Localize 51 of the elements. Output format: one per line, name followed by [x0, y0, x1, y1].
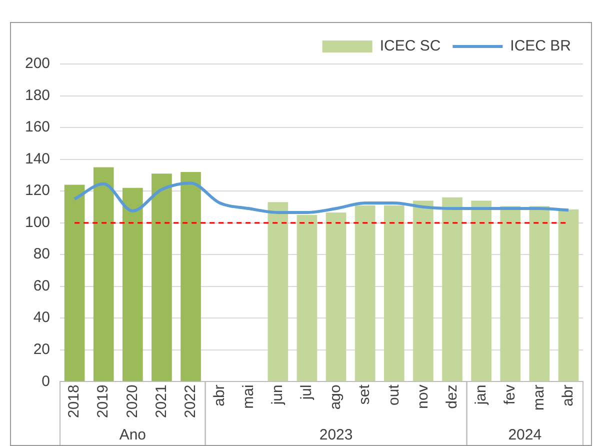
x-tick-label: 2019 — [94, 384, 112, 418]
y-tick-label: 80 — [33, 246, 50, 263]
bar — [442, 197, 462, 382]
bar — [558, 209, 579, 382]
x-tick-label: mar — [530, 384, 548, 410]
bar — [384, 205, 404, 382]
x-tick-label: 2020 — [124, 384, 141, 418]
bar — [296, 214, 318, 382]
text: Ano — [119, 426, 146, 444]
x-tick-label: fev — [502, 384, 519, 405]
bar — [93, 167, 114, 382]
x-tick-label: dez — [443, 384, 460, 409]
x-tick-label: 2021 — [152, 384, 170, 418]
legend-label: ICEC BR — [510, 38, 572, 55]
x-tick-label: 2022 — [182, 384, 199, 418]
x-tick-label: mai — [240, 384, 258, 409]
y-tick-label: 160 — [24, 118, 50, 136]
legend-label: ICEC SC — [380, 38, 441, 55]
bar — [64, 184, 85, 382]
x-tick-label: abr — [210, 384, 228, 406]
y-tick-label: 120 — [24, 182, 50, 200]
y-tick-label: 20 — [33, 341, 50, 358]
bar — [152, 174, 172, 382]
bar — [413, 200, 434, 382]
x-tick-label: jun — [269, 384, 286, 406]
line-series — [73, 182, 570, 214]
y-tick-label: 200 — [24, 55, 50, 72]
bar — [268, 202, 288, 382]
y-tick-label: 180 — [24, 86, 50, 104]
x-tick-label: jul — [298, 384, 316, 401]
x-tick-label: ago — [327, 384, 344, 410]
y-tick-label: 140 — [24, 150, 50, 168]
bar — [122, 188, 143, 382]
y-tick-label: 100 — [24, 214, 50, 231]
x-tick-label: out — [385, 384, 402, 406]
bar — [529, 206, 550, 382]
y-tick-label: 0 — [42, 372, 50, 390]
bar — [326, 212, 346, 382]
bar — [354, 205, 376, 382]
x-tick-label: jan — [472, 384, 490, 406]
x-tick-label: set — [356, 384, 374, 405]
y-tick-label: 60 — [33, 277, 50, 294]
bar — [471, 200, 492, 382]
y-tick-label: 40 — [33, 309, 50, 326]
x-tick-label: 2018 — [66, 384, 83, 418]
text: 2023 — [319, 426, 353, 444]
x-tick-label: abr — [560, 384, 577, 406]
x-tick-label: nov — [414, 384, 432, 409]
text: 2024 — [508, 426, 542, 444]
bar — [180, 172, 201, 382]
bar — [500, 206, 521, 382]
